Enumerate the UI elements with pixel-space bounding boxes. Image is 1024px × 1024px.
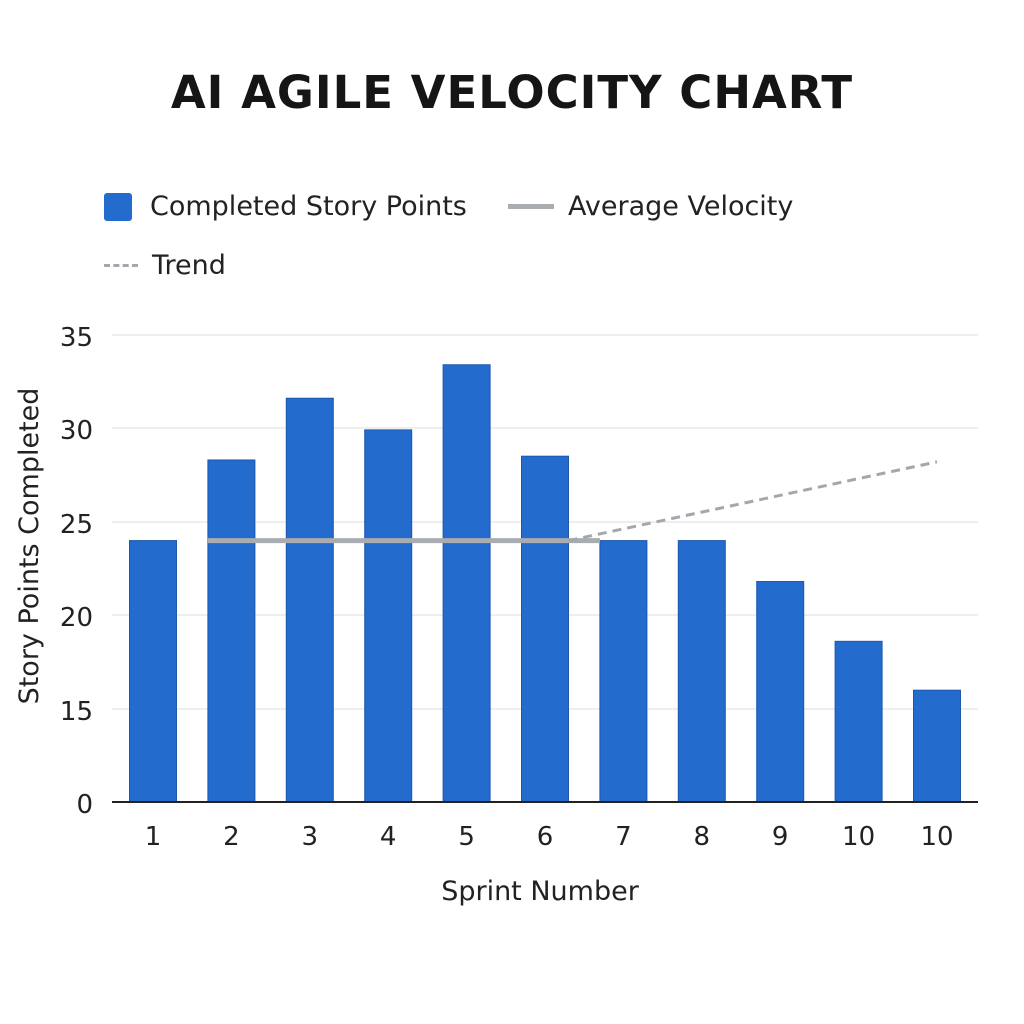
x-tick-label: 8 [694, 822, 711, 852]
legend-item-trend: Trend [104, 250, 226, 281]
bar [364, 429, 413, 803]
legend-swatch-average [508, 204, 554, 209]
bar-layer [129, 364, 961, 803]
legend-item-average: Average Velocity [508, 191, 793, 222]
y-tick-label: 20 [60, 603, 93, 633]
x-tick-label: 9 [772, 822, 789, 852]
bar [834, 640, 883, 803]
x-tick-label: 10 [920, 822, 953, 852]
x-tick-label: 5 [458, 822, 475, 852]
y-axis-title: Story Points Completed [14, 388, 45, 705]
trend-line [568, 460, 938, 543]
legend-label-average: Average Velocity [568, 191, 794, 222]
bar [756, 581, 805, 803]
x-tick-label: 4 [380, 822, 397, 852]
bar [677, 540, 726, 803]
x-tick-label: 6 [537, 822, 554, 852]
x-tick-label: 10 [842, 822, 875, 852]
line-layer [207, 460, 938, 544]
y-tick-label: 0 [76, 790, 93, 820]
x-axis-title: Sprint Number [441, 876, 640, 907]
legend-label-completed: Completed Story Points [150, 191, 467, 222]
chart-title: AI AGILE VELOCITY CHART [170, 66, 854, 119]
x-tick-label: 2 [223, 822, 240, 852]
y-tick-label: 35 [60, 323, 93, 353]
x-tick-label: 3 [302, 822, 319, 852]
legend-item-completed: Completed Story Points [104, 191, 467, 222]
bar [913, 689, 961, 803]
y-tick-label: 25 [60, 510, 93, 540]
legend-swatch-trend [104, 264, 138, 267]
bar [599, 540, 648, 803]
y-tick-label: 15 [60, 697, 93, 727]
legend-swatch-completed [104, 192, 132, 221]
label-layer: 0 15 20 25 30 35 1 2 3 4 5 6 7 8 9 10 10 Sprint Number Sto… [14, 323, 954, 907]
x-tick-label: 7 [615, 822, 632, 852]
y-tick-label: 30 [60, 416, 93, 446]
bar [285, 397, 334, 803]
legend-label-trend: Trend [152, 250, 226, 281]
bar [207, 459, 256, 803]
bar [442, 364, 491, 803]
bar [521, 455, 569, 803]
bar [129, 540, 177, 803]
x-tick-label: 1 [145, 822, 162, 852]
